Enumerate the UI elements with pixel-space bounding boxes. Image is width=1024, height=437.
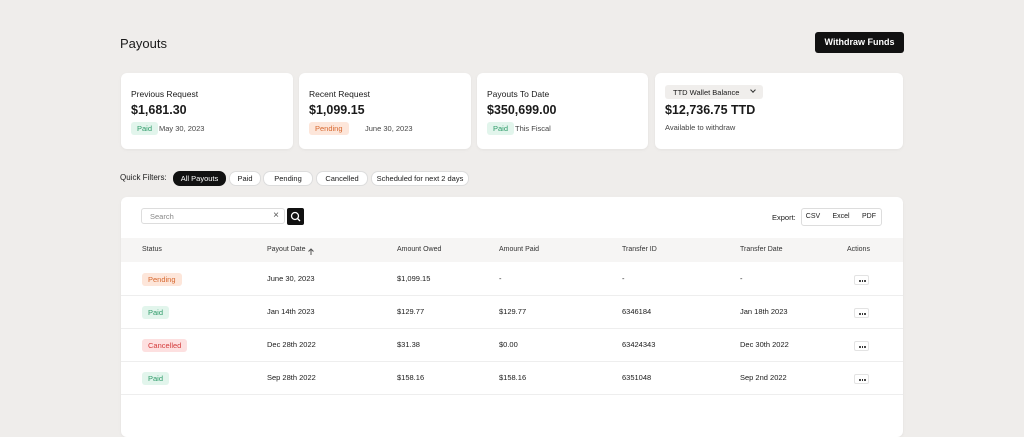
- status-badge: Cancelled: [142, 339, 188, 352]
- dot: [864, 346, 866, 348]
- table-cell: Dec 30th 2022: [740, 340, 789, 349]
- table-cell: -: [622, 274, 625, 283]
- table-cell: Jan 14th 2023: [267, 307, 315, 316]
- card-label: Payouts To Date: [487, 89, 550, 99]
- status-badge: Paid: [142, 306, 170, 319]
- card-amount: $1,099.15: [309, 103, 365, 117]
- dot: [859, 379, 861, 381]
- filter-pill[interactable]: Pending: [263, 171, 313, 186]
- actions-button[interactable]: [854, 275, 869, 285]
- column-header: Transfer ID: [622, 246, 657, 253]
- filter-pill[interactable]: Cancelled: [316, 171, 368, 186]
- actions-button[interactable]: [854, 374, 869, 384]
- export-button[interactable]: PDF: [862, 213, 876, 220]
- row-divider: [121, 295, 903, 296]
- dot: [864, 280, 866, 282]
- export-group: CSV Excel PDF: [801, 208, 882, 226]
- card-note: This Fiscal: [515, 124, 551, 133]
- dot: [861, 313, 863, 315]
- export-button[interactable]: CSV: [805, 213, 821, 220]
- column-header: Transfer Date: [740, 246, 783, 253]
- row-divider: [121, 361, 903, 362]
- table-cell: $0.00: [499, 340, 518, 349]
- summary-card: TTD Wallet Balance $12,736.75 TTD Availabl…: [655, 73, 903, 149]
- table-cell: -: [740, 274, 743, 283]
- export-label: Export:: [772, 213, 796, 222]
- dot: [859, 280, 861, 282]
- page-title: Payouts: [120, 36, 167, 51]
- dot: [861, 280, 863, 282]
- row-divider: [121, 394, 903, 395]
- sort-icon[interactable]: [307, 248, 315, 256]
- table-header: [121, 238, 903, 262]
- status-badge: Paid: [142, 372, 170, 385]
- column-header: Actions: [847, 246, 870, 253]
- dot: [864, 313, 866, 315]
- table-card: Search × Export: CSV Excel PDF Status Payou…: [121, 197, 903, 437]
- column-header: Status: [142, 246, 162, 253]
- table-cell: Jan 18th 2023: [740, 307, 788, 316]
- table-cell: Sep 28th 2022: [267, 373, 316, 382]
- card-amount: $1,681.30: [131, 103, 187, 117]
- search-box[interactable]: Search ×: [141, 208, 285, 224]
- filter-pill[interactable]: Scheduled for next 2 days: [371, 171, 469, 186]
- dropdown-label: TTD Wallet Balance: [673, 88, 740, 97]
- table-cell: $158.16: [397, 373, 425, 382]
- card-note: May 30, 2023: [159, 124, 205, 133]
- column-header: Payout Date: [267, 246, 306, 253]
- table-cell: June 30, 2023: [267, 274, 315, 283]
- filters-label: Quick Filters:: [120, 173, 167, 182]
- table-cell: $129.77: [397, 307, 425, 316]
- table-cell: 6346184: [622, 307, 652, 316]
- search-placeholder: Search: [150, 212, 174, 221]
- status-badge: Pending: [309, 122, 349, 135]
- export-button[interactable]: Excel: [832, 213, 850, 220]
- filter-pill[interactable]: All Payouts: [173, 171, 226, 186]
- table-cell: Sep 2nd 2022: [740, 373, 787, 382]
- table-cell: 63424343: [622, 340, 656, 349]
- dot: [859, 346, 861, 348]
- actions-button[interactable]: [854, 308, 869, 318]
- table-cell: Dec 28th 2022: [267, 340, 316, 349]
- chevron: [750, 87, 756, 93]
- card-label: Recent Request: [309, 89, 370, 99]
- status-badge: Pending: [142, 273, 182, 286]
- table-cell: $1,099.15: [397, 274, 431, 283]
- column-header: Amount Owed: [397, 246, 442, 253]
- card-note: June 30, 2023: [365, 124, 413, 133]
- dot: [861, 346, 863, 348]
- card-amount: $12,736.75 TTD: [665, 103, 756, 117]
- summary-card: Payouts To Date $350,699.00 Paid This Fisca…: [477, 73, 648, 149]
- table-cell: $158.16: [499, 373, 527, 382]
- actions-button[interactable]: [854, 341, 869, 351]
- dot: [861, 379, 863, 381]
- table-cell: $31.38: [397, 340, 420, 349]
- card-amount: $350,699.00: [487, 103, 557, 117]
- card-note: Available to withdraw: [665, 123, 736, 132]
- dot: [859, 313, 861, 315]
- summary-card: Recent Request $1,099.15 Pending June 30, 2…: [299, 73, 471, 149]
- table-cell: 6351048: [622, 373, 652, 382]
- dot: [864, 379, 866, 381]
- withdraw-button[interactable]: Withdraw Funds: [815, 32, 904, 53]
- status-badge: Paid: [131, 122, 159, 135]
- summary-card: Previous Request $1,681.30 Paid May 30, 202…: [121, 73, 293, 149]
- page: Payouts Withdraw Funds Quick Filters: Se…: [120, 32, 904, 437]
- table-cell: $129.77: [499, 307, 527, 316]
- filter-pill[interactable]: Paid: [229, 171, 261, 186]
- row-divider: [121, 328, 903, 329]
- search-icon: [290, 211, 301, 222]
- status-badge: Paid: [487, 122, 515, 135]
- column-header: Amount Paid: [499, 246, 540, 253]
- card-label: Previous Request: [131, 89, 199, 99]
- clear-icon[interactable]: ×: [273, 210, 279, 221]
- search-button[interactable]: [287, 208, 304, 225]
- wallet-dropdown[interactable]: TTD Wallet Balance: [665, 85, 763, 99]
- table-cell: -: [499, 274, 502, 283]
